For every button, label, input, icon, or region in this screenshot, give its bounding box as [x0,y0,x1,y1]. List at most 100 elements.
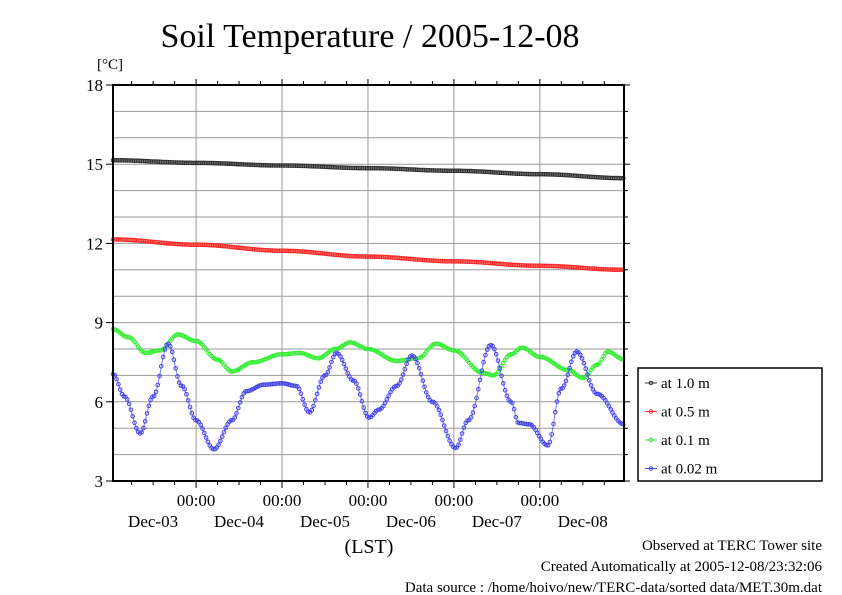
x-tick-date-label: Dec-08 [558,512,608,531]
legend-swatch-marker [648,466,654,471]
data-point [554,399,560,404]
data-point [474,395,479,401]
data-point [461,425,467,430]
legend-label: at 0.1 m [661,433,710,449]
data-point [200,426,205,431]
data-point [565,372,571,378]
data-point [139,430,144,435]
data-point [325,369,331,375]
data-point [338,354,343,359]
legend-swatch-marker [648,437,654,443]
x-tick-time-label: 00:00 [349,491,388,510]
data-point [493,351,499,357]
data-point [495,358,501,363]
data-point [552,410,558,415]
data-point [339,357,345,363]
data-point [447,438,452,443]
data-point [382,400,388,406]
x-tick-date-label: Dec-03 [128,512,178,531]
data-point [117,387,123,392]
series-line [113,238,624,271]
data-point [545,443,551,448]
data-point [187,404,193,410]
data-point [134,425,139,431]
series-group [110,157,626,452]
data-point [578,352,583,358]
data-point [223,425,229,431]
data-point [162,347,168,352]
data-point [429,399,435,405]
series-at-0-5-m [110,237,626,273]
data-point [434,403,440,409]
data-point [239,394,245,400]
data-point [300,396,306,402]
series-at-1-0-m [110,157,626,181]
x-tick-date-label: Dec-06 [386,512,436,531]
data-point [341,361,347,367]
data-point [211,446,216,452]
data-point [397,381,402,386]
series-line [112,328,624,379]
data-point [588,383,594,388]
series-at-0-1-m [110,326,626,381]
data-point [570,354,576,359]
data-point [313,398,318,403]
data-point [130,414,135,419]
y-tick-label: 6 [95,393,104,412]
data-point [114,376,119,382]
data-point [470,410,476,415]
series-at-0-02-m [110,341,626,452]
data-point [551,421,556,427]
data-point [171,357,177,363]
data-point [585,372,590,377]
footer-observed-site: Observed at TERC Tower site [642,538,822,554]
data-point [203,435,209,440]
data-point [116,381,121,387]
data-point [420,378,426,383]
data-point [354,381,359,387]
data-point [160,354,166,360]
legend-label: at 1.0 m [661,376,710,392]
data-point [510,400,515,406]
data-point [561,383,567,388]
data-point [141,425,146,431]
chart-title: Soil Temperature / 2005-12-08 [160,18,579,55]
data-point [544,442,549,448]
y-tick-label: 12 [86,234,103,253]
data-point [599,357,605,362]
grid [113,85,624,481]
data-point [404,361,409,367]
data-point [513,414,519,420]
data-point [497,365,503,371]
data-point [157,373,162,379]
data-point [189,410,195,416]
y-axis-unit-label: [°C] [97,57,123,73]
data-point [151,393,157,399]
data-point [309,407,315,413]
data-point [492,346,497,352]
series-line [113,159,624,179]
data-point [168,344,173,349]
data-point [126,401,132,407]
data-point [128,407,134,413]
y-tick-label: 15 [86,155,103,174]
data-point [436,407,442,413]
data-point [216,442,221,448]
data-point [441,423,447,428]
data-point [311,403,316,409]
data-point [237,400,243,405]
data-point [399,377,404,382]
data-point [502,387,508,393]
data-point [155,382,161,388]
footer-created-time: Created Automatically at 2005-12-08/23:3… [541,559,823,575]
data-point [236,405,241,411]
x-tick-date-label: Dec-07 [472,512,523,531]
data-point [549,432,555,437]
data-point [329,359,334,365]
x-tick-date-label: Dec-04 [214,512,265,531]
data-point [479,368,485,374]
plot-frame [112,84,625,482]
data-point [445,433,451,439]
x-tick-date-label: Dec-05 [300,512,350,531]
